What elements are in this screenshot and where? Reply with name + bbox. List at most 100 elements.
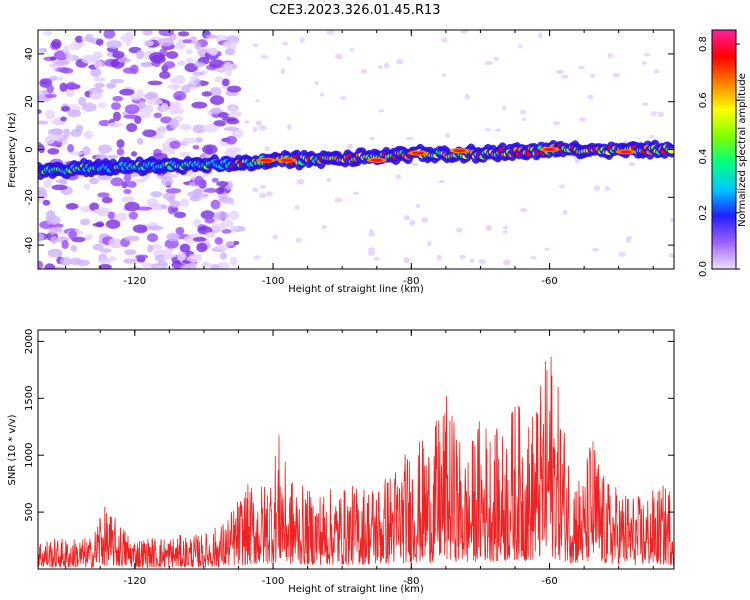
- noise-blob: [166, 232, 181, 242]
- noise-blob: [112, 50, 125, 59]
- noise-blob: [135, 254, 149, 259]
- noise-blob: [122, 67, 136, 74]
- noise-blob: [159, 126, 167, 135]
- noise-blob: [51, 184, 68, 191]
- noise-blob: [223, 126, 240, 131]
- noise-blob: [59, 82, 68, 93]
- noise-blob: [252, 43, 259, 47]
- x-tick-label: -80: [403, 576, 419, 587]
- noise-blob: [141, 262, 153, 268]
- noise-blob: [108, 238, 121, 249]
- noise-blob: [206, 47, 218, 55]
- spectrogram-axes: -120 -100 -80 -60 -40 -20 0 20 40: [24, 30, 674, 287]
- noise-blob: [136, 206, 153, 211]
- noise-blob: [229, 105, 237, 112]
- noise-blob: [103, 30, 116, 39]
- noise-blob: [244, 120, 250, 124]
- colorbar-label: Normalized spectral amplitude: [737, 73, 748, 227]
- noise-blob: [520, 208, 527, 213]
- noise-blob: [669, 217, 674, 223]
- noise-blob: [88, 177, 100, 185]
- noise-blob: [427, 241, 432, 247]
- noise-blob: [186, 255, 203, 263]
- noise-blob: [150, 191, 163, 198]
- noise-blob: [253, 255, 261, 260]
- noise-blob: [210, 107, 222, 115]
- noise-blob: [558, 184, 566, 189]
- noise-blob: [95, 38, 104, 46]
- noise-blob: [441, 73, 447, 78]
- noise-blob: [403, 257, 411, 264]
- noise-blob: [83, 130, 93, 140]
- noise-blob: [124, 249, 137, 256]
- noise-blob: [326, 30, 335, 35]
- noise-blob: [136, 89, 144, 98]
- noise-blob: [192, 124, 206, 134]
- noise-blob: [286, 56, 292, 61]
- noise-blob: [478, 259, 486, 265]
- noise-blob: [445, 132, 451, 139]
- noise-blob: [98, 263, 112, 269]
- noise-blob: [97, 259, 113, 265]
- ridge-hotspot-peak: [370, 158, 383, 162]
- noise-blob: [92, 222, 105, 227]
- noise-blob: [124, 104, 140, 114]
- noise-blob: [229, 256, 238, 267]
- noise-blob: [67, 109, 82, 118]
- noise-blob: [101, 196, 113, 204]
- noise-blob: [85, 33, 94, 43]
- noise-blob: [98, 102, 107, 109]
- noise-blob: [109, 78, 125, 84]
- spectrogram-ylabel: Frequency (Hz): [7, 112, 18, 188]
- noise-blob: [319, 92, 325, 97]
- noise-blob: [347, 143, 353, 150]
- noise-blob: [136, 49, 145, 60]
- colorbar-tick-label: 0.8: [698, 36, 709, 52]
- colorbar-tick-label: 0.0: [698, 261, 709, 277]
- noise-blob: [378, 109, 385, 113]
- noise-blob: [203, 187, 218, 193]
- x-tick-label: -60: [541, 276, 557, 287]
- noise-blob: [47, 248, 63, 258]
- noise-blob: [44, 263, 56, 269]
- noise-blob: [128, 266, 143, 269]
- noise-blob: [163, 61, 176, 69]
- noise-blob: [68, 151, 84, 156]
- noise-blob: [160, 116, 173, 124]
- x-tick-label: -60: [541, 576, 557, 587]
- x-tick-label: -100: [262, 576, 285, 587]
- noise-blob: [544, 247, 550, 251]
- noise-blob: [123, 258, 136, 264]
- noise-blob: [561, 74, 569, 79]
- colorbar-tick-label: 0.2: [698, 205, 709, 221]
- noise-blob: [194, 42, 202, 50]
- noise-blob: [74, 35, 84, 43]
- noise-blob: [65, 53, 74, 62]
- noise-blob: [54, 60, 70, 66]
- noise-blob: [182, 39, 192, 44]
- noise-blob: [60, 106, 71, 112]
- noise-blob: [650, 111, 657, 117]
- noise-blob: [83, 183, 91, 190]
- noise-blob: [404, 215, 411, 221]
- noise-blob: [166, 84, 182, 90]
- noise-blob: [60, 177, 68, 185]
- noise-blob: [204, 217, 215, 224]
- noise-blob: [326, 177, 332, 182]
- ridge-hotspot-peak: [453, 149, 466, 153]
- noise-blob: [116, 139, 125, 149]
- noise-blob: [69, 42, 82, 51]
- noise-blob: [530, 255, 537, 260]
- noise-blob: [38, 232, 45, 242]
- noise-blob: [296, 178, 305, 185]
- noise-blob: [643, 52, 651, 57]
- noise-blob: [50, 236, 58, 245]
- noise-blob: [282, 41, 289, 46]
- noise-blob: [555, 69, 564, 74]
- noise-blob: [63, 128, 71, 138]
- x-tick-label: -120: [123, 276, 146, 287]
- noise-blob: [653, 69, 660, 74]
- noise-blob: [140, 62, 152, 68]
- y-tick-label: 2000: [24, 329, 35, 354]
- noise-blob: [98, 144, 112, 154]
